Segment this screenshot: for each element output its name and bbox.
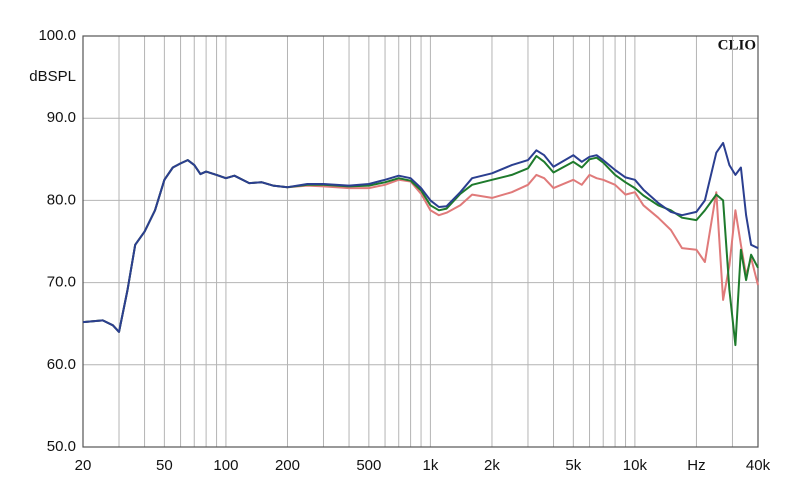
x-tick-label: 2k — [484, 457, 500, 474]
x-tick-label: Hz — [687, 457, 705, 474]
x-tick-label: 50 — [156, 457, 173, 474]
x-tick-label: 40k — [746, 457, 771, 474]
response-curve — [82, 159, 759, 333]
x-tick-label: 1k — [422, 457, 438, 474]
x-tick-label: 20 — [75, 457, 92, 474]
x-tick-label: 10k — [623, 457, 648, 474]
plot-frame — [82, 35, 759, 448]
y-tick-label: 80.0 — [47, 191, 76, 208]
y-tick-label: 50.0 — [47, 438, 76, 455]
y-axis-label: dBSPL — [29, 68, 76, 85]
x-tick-label: 5k — [565, 457, 581, 474]
y-tick-label: 70.0 — [47, 274, 76, 291]
response-curve — [82, 155, 759, 347]
response-curve — [82, 141, 759, 333]
x-tick-label: 200 — [275, 457, 300, 474]
y-tick-label: 90.0 — [47, 109, 76, 126]
y-tick-label: 60.0 — [47, 356, 76, 373]
x-tick-label: 500 — [356, 457, 381, 474]
y-tick-label: 100.0 — [38, 27, 76, 44]
brand-label: CLIO — [718, 37, 756, 53]
x-tick-label: 100 — [213, 457, 238, 474]
